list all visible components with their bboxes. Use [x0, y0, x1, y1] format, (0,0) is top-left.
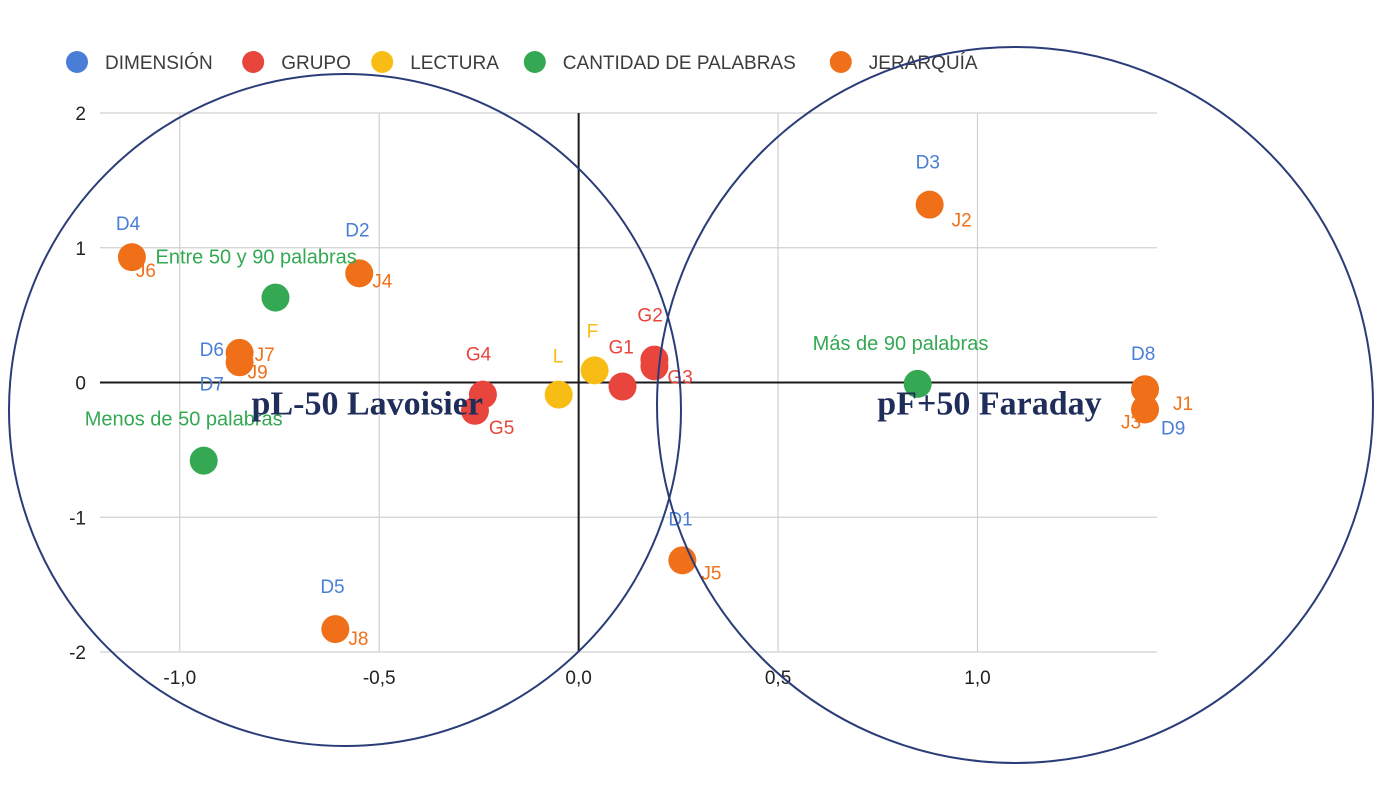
point-label: J8 — [348, 629, 368, 650]
jerarquia-point — [321, 615, 350, 644]
x-tick-label: -0,5 — [363, 668, 396, 689]
cantidad-point — [903, 369, 932, 398]
point-label: J4 — [372, 271, 393, 292]
jerarquia-point — [1131, 375, 1160, 404]
point-label: L — [553, 347, 564, 368]
legend-label-lectura: LECTURA — [410, 53, 499, 74]
cantidad-point — [189, 446, 218, 475]
tick-labels: -1,0 -0,5 0,0 0,5 1,0 -2 -1 0 1 2 — [69, 104, 991, 689]
point-label: J1 — [1173, 394, 1193, 415]
lavoisier-region-circle — [8, 73, 682, 747]
point-label: D7 — [200, 374, 224, 395]
jerarquia-point — [1131, 395, 1160, 424]
legend-marker-cantidad — [523, 51, 546, 73]
y-tick-label: -1 — [69, 508, 86, 529]
y-tick-label: 1 — [75, 239, 86, 260]
x-tick-label: 1,0 — [964, 668, 990, 689]
point-label: D8 — [1131, 344, 1155, 365]
point-label: G1 — [609, 338, 634, 359]
point-label: D5 — [320, 577, 344, 598]
point-label: J9 — [248, 362, 268, 383]
legend-label-cantidad: CANTIDAD DE PALABRAS — [563, 53, 796, 74]
y-tick-label: 2 — [75, 104, 86, 125]
jerarquia-point — [915, 190, 944, 219]
point-label: J7 — [255, 345, 275, 366]
lectura-point — [580, 356, 609, 385]
point-label: J5 — [701, 563, 721, 584]
x-tick-label: -1,0 — [163, 668, 196, 689]
faraday-region-circle — [656, 46, 1374, 764]
point-label: D2 — [345, 220, 369, 241]
legend-marker-lectura — [371, 51, 394, 73]
legend-marker-dimension — [66, 51, 88, 73]
grupo-point — [640, 352, 669, 381]
jerarquia-point — [345, 259, 374, 288]
y-tick-label: 0 — [75, 374, 86, 395]
point-label: D1 — [668, 509, 692, 530]
jerarquia-point — [117, 243, 146, 272]
point-label: D6 — [200, 340, 224, 361]
annotations: Entre 50 y 90 palabras Más de 90 palabras… — [85, 247, 989, 431]
category-annotation: Entre 50 y 90 palabras — [156, 247, 357, 269]
legend-marker-jerarquia — [829, 51, 852, 73]
legend-label-jerarquia: JERARQUÍA — [869, 53, 978, 74]
region-circles — [8, 46, 1374, 764]
jerarquia-point — [225, 348, 254, 377]
y-tick-label: -2 — [69, 643, 86, 664]
x-tick-label: 0,5 — [765, 668, 791, 689]
region-label: pF+50 Faraday — [877, 386, 1101, 423]
legend: DIMENSIÓN GRUPO LECTURA CANTIDAD DE PALABRA… — [66, 51, 978, 74]
point-label: J3 — [1121, 412, 1141, 433]
point-label: G2 — [637, 306, 662, 327]
legend-label-grupo: GRUPO — [281, 53, 351, 74]
point-label: D3 — [916, 153, 940, 174]
point-label: J6 — [136, 261, 156, 282]
region-labels: pL-50 Lavoisier pF+50 Faraday — [252, 386, 1102, 423]
region-label: pL-50 Lavoisier — [252, 386, 483, 423]
point-label: D9 — [1161, 418, 1185, 439]
point-label: G5 — [489, 418, 514, 439]
grupo-point — [460, 396, 489, 425]
point-label: D4 — [116, 214, 141, 235]
point-label: J2 — [952, 211, 972, 232]
cantidad-point — [261, 283, 290, 312]
lectura-point — [544, 380, 573, 409]
grupo-point — [608, 372, 637, 401]
x-tick-label: 0,0 — [565, 668, 591, 689]
legend-label-dimension: DIMENSIÓN — [105, 52, 213, 74]
category-annotation: Menos de 50 palabras — [85, 409, 283, 431]
legend-marker-grupo — [242, 51, 265, 73]
point-label: G4 — [466, 345, 492, 366]
point-label: F — [587, 321, 599, 342]
category-annotation: Más de 90 palabras — [813, 333, 989, 355]
